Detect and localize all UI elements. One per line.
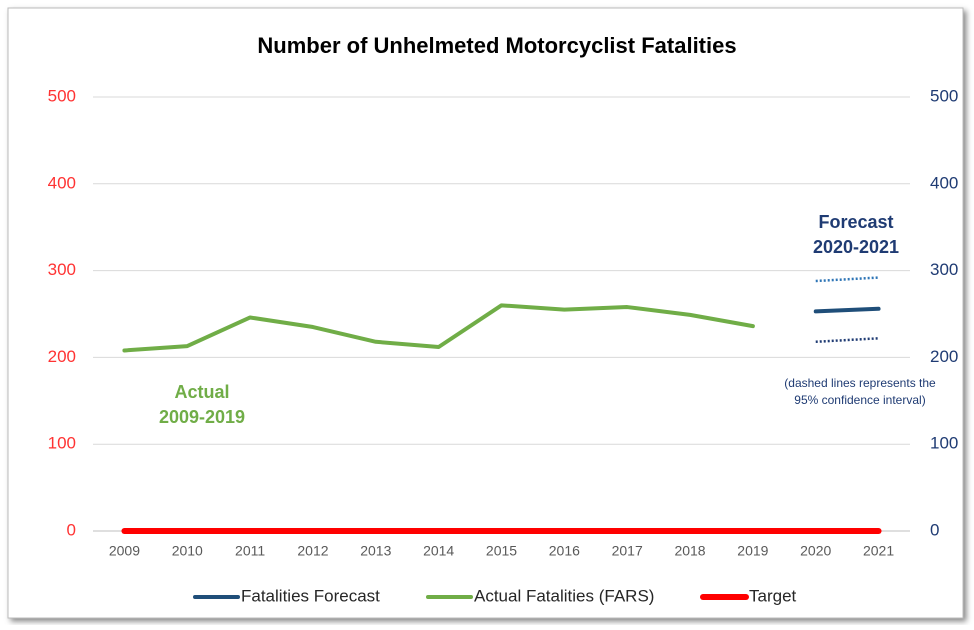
y2-tick-label: 400 [930,173,958,192]
chart-title: Number of Unhelmeted Motorcyclist Fatali… [257,33,736,58]
series-line [122,303,755,353]
confidence-line [815,276,879,283]
x-tick-label: 2012 [297,543,328,559]
y2-tick-label: 300 [930,260,958,279]
series-line [813,306,881,314]
y2-tick-label: 200 [930,347,958,366]
y-tick-label: 300 [48,260,76,279]
annotation: 2009-2019 [159,407,245,427]
x-tick-label: 2014 [423,543,454,559]
confidence-line [815,337,879,344]
y-tick-label: 200 [48,347,76,366]
annotation: Forecast [818,212,893,232]
x-tick-label: 2009 [109,543,140,559]
y-tick-label: 0 [67,520,76,539]
annotation: Actual [174,382,229,402]
x-tick-label: 2021 [863,543,894,559]
annotation: (dashed lines represents the [784,376,936,390]
annotation: 2020-2021 [813,237,899,257]
y2-tick-label: 500 [930,86,958,105]
annotation: 95% confidence interval) [794,393,925,407]
y2-tick-label: 0 [930,520,939,539]
x-tick-label: 2013 [360,543,391,559]
x-tick-label: 2011 [235,543,265,559]
legend-label: Target [749,586,797,605]
x-tick-label: 2010 [172,543,203,559]
legend-label: Actual Fatalities (FARS) [474,586,654,605]
x-tick-label: 2016 [549,543,580,559]
y-tick-label: 400 [48,173,76,192]
x-tick-label: 2018 [674,543,705,559]
x-tick-label: 2017 [612,543,643,559]
x-tick-label: 2015 [486,543,517,559]
legend-label: Fatalities Forecast [241,586,380,605]
chart-frame [7,7,964,619]
x-tick-label: 2020 [800,543,831,559]
x-tick-label: 2019 [737,543,768,559]
y-tick-label: 500 [48,86,76,105]
y2-tick-label: 100 [930,434,958,453]
y-tick-label: 100 [48,434,76,453]
